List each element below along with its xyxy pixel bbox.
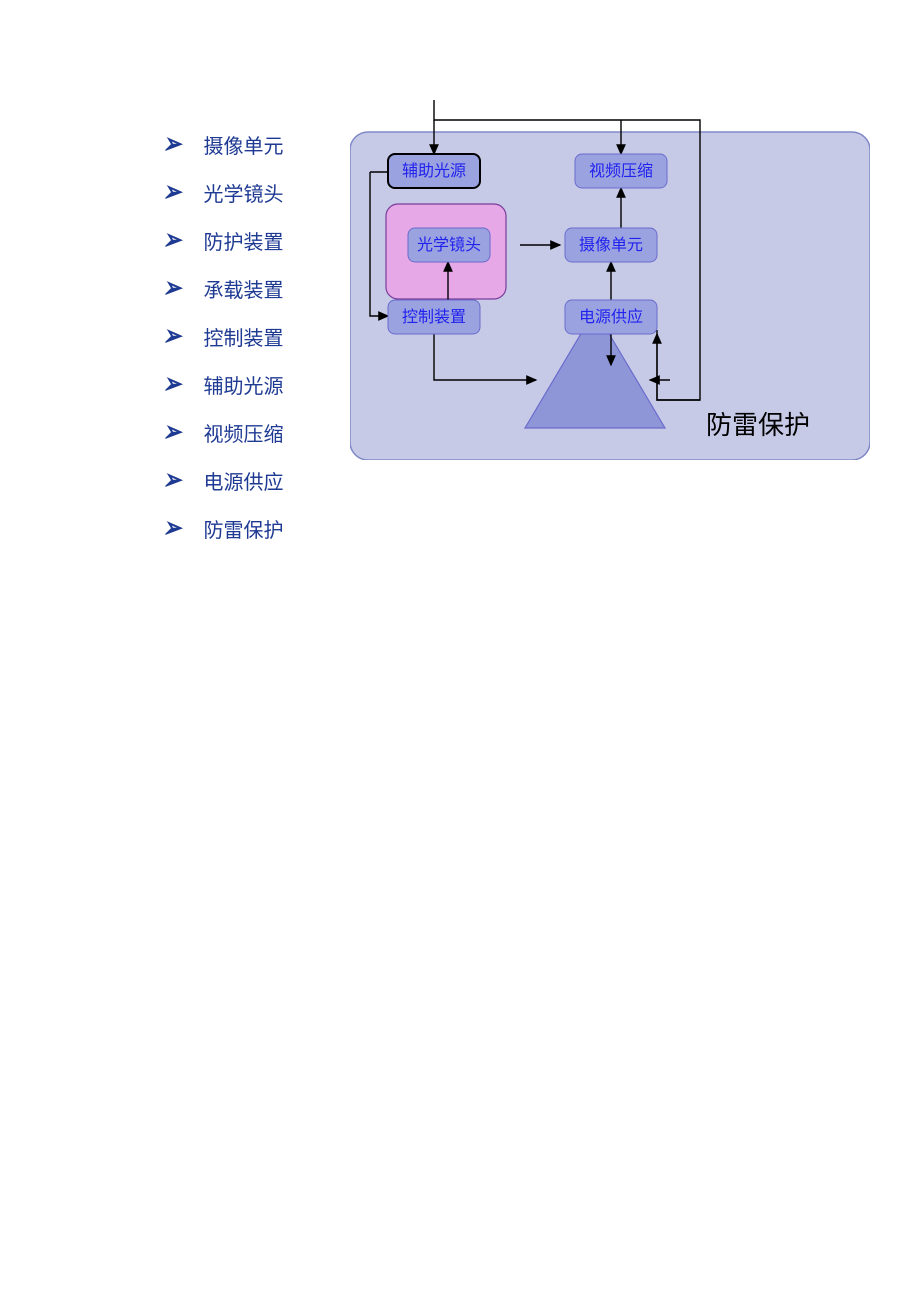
node-label-optical: 光学镜头 [417, 235, 481, 254]
list-item: ➢ 电源供应 [160, 456, 283, 504]
list-item: ➢ 防雷保护 [160, 504, 283, 552]
list-item-label: 防雷保护 [203, 514, 283, 543]
node-label-aux_light: 辅助光源 [402, 162, 466, 180]
feature-list: ➢ 摄像单元 ➢ 光学镜头 ➢ 防护装置 ➢ 承载装置 ➢ 控制装置 ➢ 辅助光… [160, 120, 283, 552]
node-label-power: 电源供应 [579, 307, 643, 326]
bullet-icon: ➢ [162, 322, 181, 350]
list-item-label: 光学镜头 [203, 178, 283, 207]
list-item-label: 防护装置 [203, 226, 283, 255]
bullet-icon: ➢ [162, 370, 181, 398]
bullet-icon: ➢ [162, 418, 181, 446]
list-item: ➢ 摄像单元 [160, 120, 283, 168]
bullet-icon: ➢ [162, 466, 181, 494]
list-item: ➢ 防护装置 [160, 216, 283, 264]
list-item-label: 电源供应 [203, 466, 283, 495]
list-item-label: 承载装置 [203, 274, 283, 303]
bullet-icon: ➢ [162, 178, 181, 206]
list-item: ➢ 辅助光源 [160, 360, 283, 408]
bullet-icon: ➢ [162, 274, 181, 302]
node-label-camera: 摄像单元 [579, 236, 643, 254]
list-item-label: 摄像单元 [203, 130, 283, 159]
diagram-svg: 辅助光源 视频压缩光学镜头 摄像单元控制装置 电源供应防雷保护 [350, 100, 870, 460]
panel-label: 防雷保护 [706, 410, 810, 440]
bullet-icon: ➢ [162, 130, 181, 158]
list-item: ➢ 光学镜头 [160, 168, 283, 216]
node-label-video_comp: 视频压缩 [589, 162, 653, 180]
list-item: ➢ 视频压缩 [160, 408, 283, 456]
diagram: 辅助光源 视频压缩光学镜头 摄像单元控制装置 电源供应防雷保护 [350, 100, 870, 460]
bullet-icon: ➢ [162, 514, 181, 542]
list-item-label: 控制装置 [203, 322, 283, 351]
list-item-label: 视频压缩 [203, 418, 283, 447]
node-label-control: 控制装置 [402, 308, 466, 326]
bullet-icon: ➢ [162, 226, 181, 254]
list-item: ➢ 承载装置 [160, 264, 283, 312]
list-item: ➢ 控制装置 [160, 312, 283, 360]
list-item-label: 辅助光源 [203, 370, 283, 399]
